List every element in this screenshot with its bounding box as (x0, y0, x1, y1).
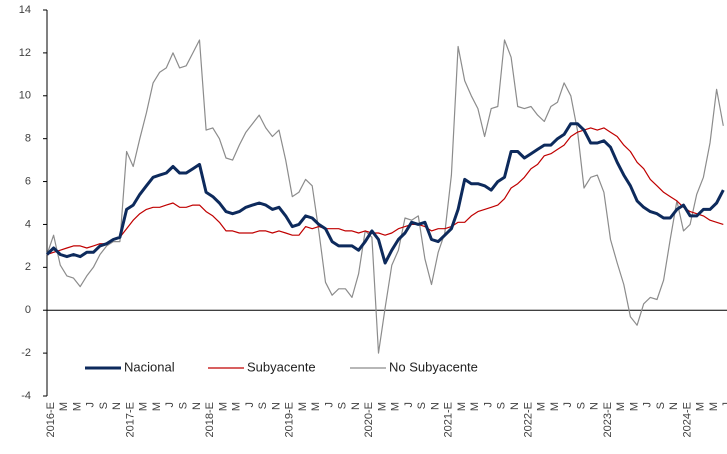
x-tick-label: 2023-E (602, 402, 614, 437)
x-tick-label: J (164, 402, 176, 408)
x-tick-label: M (58, 402, 70, 411)
x-tick-label: M (71, 402, 83, 411)
x-tick-label: 2019-E (284, 402, 296, 437)
x-tick-label: 2020-E (363, 402, 375, 437)
x-tick-label: N (589, 402, 601, 410)
x-tick-label: M (708, 402, 720, 411)
y-tick-label: 10 (19, 90, 31, 102)
x-tick-label: S (496, 402, 508, 409)
y-tick-label: -4 (21, 390, 31, 402)
x-tick-label: S (98, 402, 110, 409)
x-tick-label: J (85, 402, 97, 408)
y-tick-label: -2 (21, 347, 31, 359)
x-tick-label: J (482, 402, 494, 408)
x-tick-label: M (297, 402, 309, 411)
x-tick-label: J (403, 402, 415, 408)
x-tick-label: M (615, 402, 627, 411)
x-tick-label: S (257, 402, 269, 409)
legend-label: Subyacente (247, 359, 316, 374)
legend-label: No Subyacente (389, 359, 478, 374)
y-tick-label: 2 (25, 261, 31, 273)
x-tick-label: J (721, 402, 727, 408)
x-tick-label: M (469, 402, 481, 411)
x-tick-label: M (231, 402, 243, 411)
x-tick-label: M (138, 402, 150, 411)
x-tick-label: 2024-E (681, 402, 693, 437)
x-tick-label: S (178, 402, 190, 409)
x-tick-label: N (350, 402, 362, 410)
x-tick-label: S (416, 402, 428, 409)
x-tick-label: 2017-E (124, 402, 136, 437)
x-tick-label: J (244, 402, 256, 408)
x-tick-label: J (323, 402, 335, 408)
x-tick-label: 2018-E (204, 402, 216, 437)
legend-label: Nacional (124, 359, 175, 374)
x-tick-label: N (429, 402, 441, 410)
x-tick-label: M (310, 402, 322, 411)
y-tick-label: 6 (25, 175, 31, 187)
x-tick-label: M (217, 402, 229, 411)
x-tick-label: N (509, 402, 521, 410)
x-tick-label: N (191, 402, 203, 410)
x-tick-label: M (628, 402, 640, 411)
x-tick-label: S (337, 402, 349, 409)
x-tick-label: 2016-E (45, 402, 57, 437)
y-tick-label: 8 (25, 133, 31, 145)
x-tick-label: N (668, 402, 680, 410)
x-tick-label: J (562, 402, 574, 408)
x-tick-label: S (655, 402, 667, 409)
x-tick-label: N (270, 402, 282, 410)
series-line (46, 127, 724, 256)
x-tick-label: S (575, 402, 587, 409)
series-line (46, 39, 724, 354)
y-tick-label: 12 (19, 47, 31, 59)
x-tick-label: M (151, 402, 163, 411)
x-tick-label: M (456, 402, 468, 411)
x-tick-label: M (390, 402, 402, 411)
x-tick-label: J (642, 402, 654, 408)
x-tick-label: 2021-E (443, 402, 455, 437)
x-tick-label: M (536, 402, 548, 411)
x-tick-label: M (376, 402, 388, 411)
x-tick-label: N (111, 402, 123, 410)
x-tick-label: M (695, 402, 707, 411)
y-tick-label: 4 (25, 218, 31, 230)
x-tick-label: 2022-E (522, 402, 534, 437)
y-tick-label: 14 (19, 4, 31, 16)
x-tick-label: M (549, 402, 561, 411)
series-line (45, 122, 725, 265)
y-tick-label: 0 (25, 304, 31, 316)
